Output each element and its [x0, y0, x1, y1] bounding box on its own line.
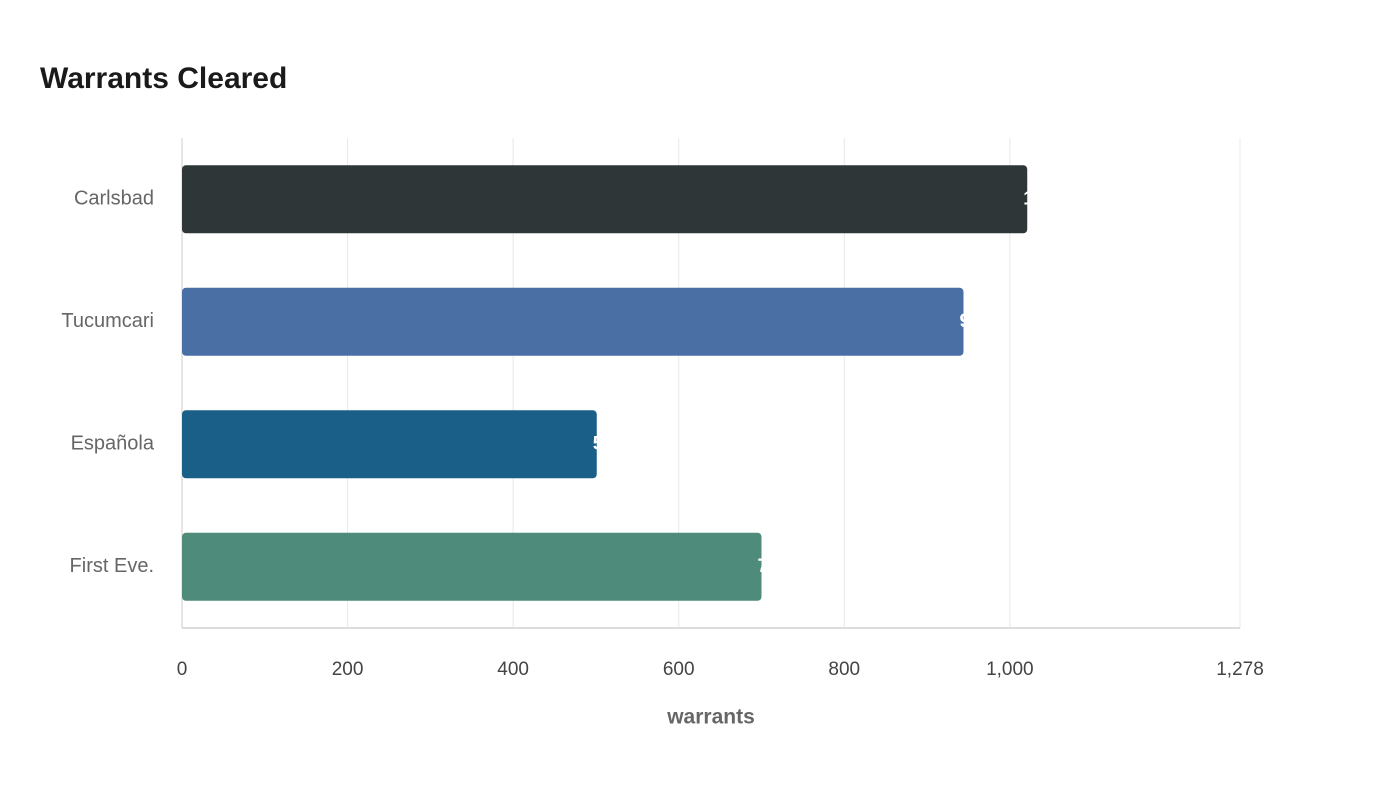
bar: [182, 532, 762, 601]
bar: [182, 410, 597, 479]
value-label: 700: [757, 556, 789, 577]
chart-title: Warrants Cleared: [40, 62, 287, 95]
y-tick-label: First Eve.: [70, 555, 154, 577]
y-tick-label: Carlsbad: [74, 188, 154, 210]
value-label: 501: [593, 433, 625, 454]
value-label: 944: [959, 311, 991, 332]
x-tick-label: 1,000: [986, 659, 1034, 680]
x-tick-label: 1,278: [1216, 659, 1264, 680]
x-tick-label: 400: [497, 659, 529, 680]
y-tick-label: Tucumcari: [61, 310, 154, 332]
value-label: 1021: [1023, 188, 1066, 209]
x-tick-label: 800: [828, 659, 860, 680]
x-axis-label: warrants: [666, 706, 755, 729]
y-tick-label: Española: [71, 433, 155, 455]
x-tick-label: 0: [177, 659, 188, 680]
x-tick-label: 600: [663, 659, 695, 680]
bar: [182, 287, 964, 356]
x-tick-label: 200: [332, 659, 364, 680]
bar: [182, 165, 1028, 234]
